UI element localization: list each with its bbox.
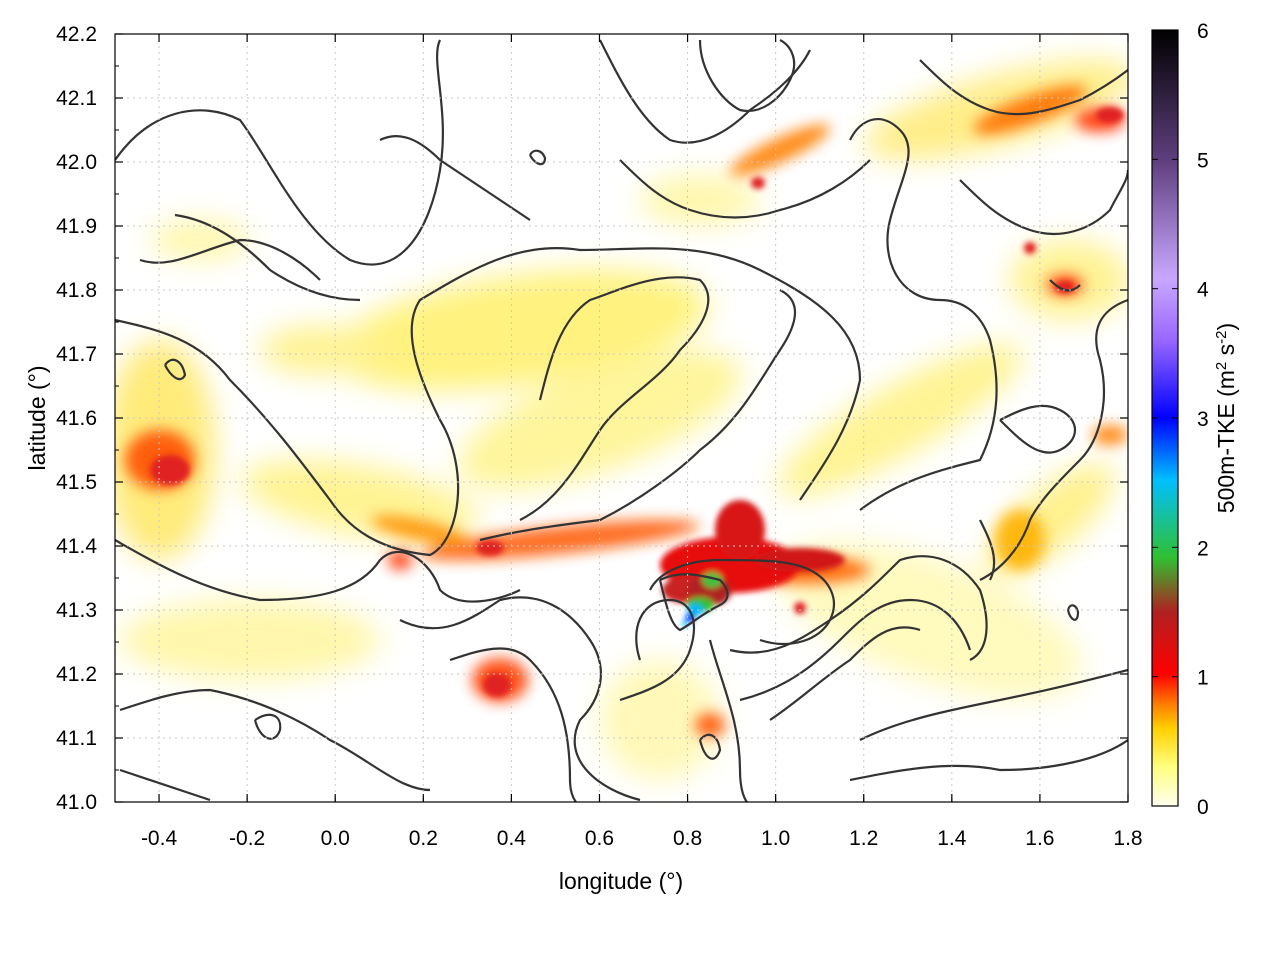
y-tick-label: 42.2 xyxy=(56,23,97,46)
x-tick-label: 1.4 xyxy=(937,827,967,850)
colorbar-ticks: 0 1 2 3 4 5 6 xyxy=(1152,20,1209,819)
colorbar-tick-label: 5 xyxy=(1197,149,1209,172)
tke-field xyxy=(115,60,1128,780)
colorbar-tick-label: 4 xyxy=(1197,279,1209,302)
colorbar-tick-label: 3 xyxy=(1197,408,1209,431)
y-tick-label: 42.1 xyxy=(56,87,97,110)
y-tick-label: 41.6 xyxy=(56,407,97,430)
x-tick-label: 0.6 xyxy=(585,827,614,850)
x-tick-label: 0.8 xyxy=(673,827,702,850)
y-tick-label: 41.9 xyxy=(56,215,97,238)
y-axis-title: latitude (°) xyxy=(24,365,50,470)
x-tick-label: 0.4 xyxy=(497,827,527,850)
y-tick-label: 41.3 xyxy=(56,599,97,622)
y-tick-label: 41.0 xyxy=(56,791,97,814)
y-tick-label: 42.0 xyxy=(56,151,97,174)
x-axis-title: longitude (°) xyxy=(559,868,683,894)
x-tick-label: 1.0 xyxy=(761,827,790,850)
x-axis: -0.4 -0.2 0.0 0.2 0.4 0.6 0.8 1.0 1.2 1.4 1.6 1.8 xyxy=(141,34,1143,850)
y-tick-label: 41.8 xyxy=(56,279,97,302)
y-axis: 41.0 41.1 41.2 41.3 41.4 41.5 41.6 41.7 41.8 41.9… xyxy=(56,23,1128,814)
colorbar-tick-label: 1 xyxy=(1197,667,1209,690)
colorbar-title: 500m-TKE (m2 s-2) xyxy=(1213,323,1240,513)
x-tick-label: 0.2 xyxy=(409,827,438,850)
x-tick-label: 1.6 xyxy=(1025,827,1054,850)
y-tick-label: 41.4 xyxy=(56,535,97,558)
x-tick-label: -0.4 xyxy=(141,827,178,850)
grid-lines xyxy=(115,34,1128,802)
y-tick-label: 41.1 xyxy=(56,727,97,750)
x-tick-label: 0.0 xyxy=(321,827,350,850)
colorbar-tick-label: 2 xyxy=(1197,537,1209,560)
y-tick-label: 41.5 xyxy=(56,471,97,494)
x-tick-label: -0.2 xyxy=(229,827,265,850)
y-tick-label: 41.2 xyxy=(56,663,97,686)
y-tick-label: 41.7 xyxy=(56,343,97,366)
terrain-contours xyxy=(115,39,1128,802)
colorbar-tick-label: 6 xyxy=(1197,20,1209,43)
x-tick-label: 1.2 xyxy=(849,827,878,850)
x-tick-label: 1.8 xyxy=(1113,827,1142,850)
colorbar-tick-label: 0 xyxy=(1197,796,1209,819)
